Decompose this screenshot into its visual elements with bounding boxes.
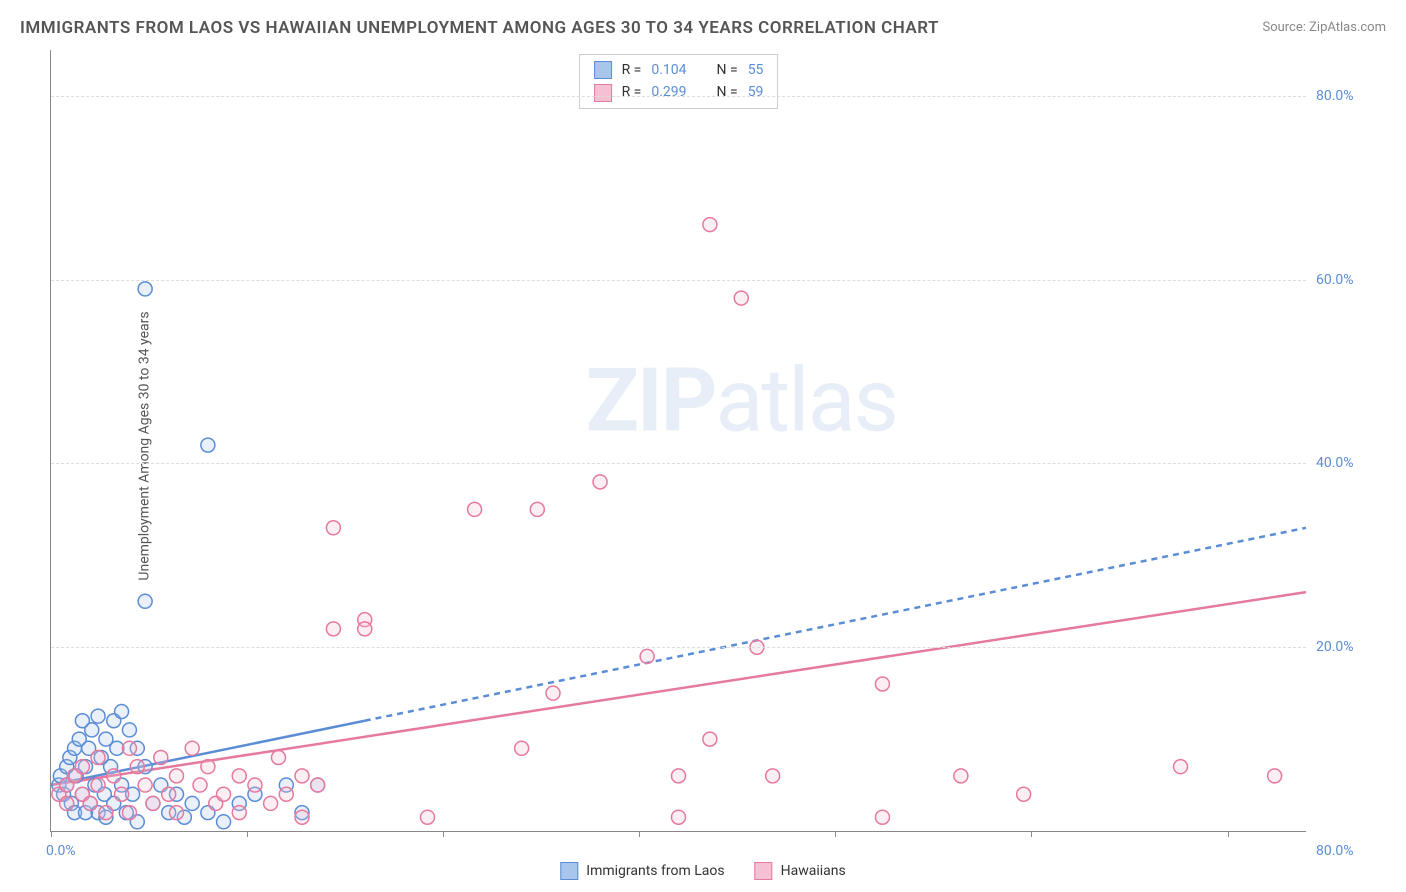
stats-row-series-2: R = 0.299 N = 59 xyxy=(594,81,764,103)
source-prefix: Source: xyxy=(1262,20,1309,35)
n-label-1: N = xyxy=(717,59,738,81)
legend-swatch-2 xyxy=(755,862,773,880)
gridline xyxy=(51,647,1306,648)
legend-item-1: Immigrants from Laos xyxy=(560,862,724,880)
y-tick-label: 20.0% xyxy=(1316,639,1376,655)
legend-label-1: Immigrants from Laos xyxy=(586,863,724,879)
source-name: ZipAtlas.com xyxy=(1309,20,1386,35)
x-tick xyxy=(1228,831,1229,837)
n-value-1: 55 xyxy=(748,59,764,81)
gridline xyxy=(51,280,1306,281)
legend-item-2: Hawaiians xyxy=(755,862,846,880)
gridline xyxy=(51,463,1306,464)
bottom-legend: Immigrants from Laos Hawaiians xyxy=(560,862,845,880)
x-tick xyxy=(443,831,444,837)
x-tick xyxy=(835,831,836,837)
source-attribution: Source: ZipAtlas.com xyxy=(1262,20,1386,35)
gridline xyxy=(51,96,1306,97)
swatch-series-1 xyxy=(594,61,612,79)
chart-title: IMMIGRANTS FROM LAOS VS HAWAIIAN UNEMPLO… xyxy=(20,18,939,38)
swatch-series-2 xyxy=(594,84,612,102)
r-label-1: R = xyxy=(622,59,642,81)
n-value-2: 59 xyxy=(748,81,764,103)
x-tick xyxy=(1031,831,1032,837)
n-label-2: N = xyxy=(717,81,738,103)
r-value-1: 0.104 xyxy=(651,59,686,81)
legend-label-2: Hawaiians xyxy=(781,863,846,879)
chart-plot-area: R = 0.104 N = 55 R = 0.299 N = 59 ZIPatl… xyxy=(50,50,1306,832)
y-tick-label: 80.0% xyxy=(1316,88,1376,104)
x-tick xyxy=(51,831,52,837)
x-tick xyxy=(639,831,640,837)
legend-swatch-1 xyxy=(560,862,578,880)
x-axis-min-label: 0.0% xyxy=(46,843,76,859)
y-tick-label: 60.0% xyxy=(1316,272,1376,288)
stats-row-series-1: R = 0.104 N = 55 xyxy=(594,59,764,81)
r-label-2: R = xyxy=(622,81,642,103)
r-value-2: 0.299 xyxy=(651,81,686,103)
x-axis-max-label: 80.0% xyxy=(1316,843,1376,859)
correlation-stats-box: R = 0.104 N = 55 R = 0.299 N = 59 xyxy=(579,54,779,109)
y-tick-label: 40.0% xyxy=(1316,455,1376,471)
scatter-plot-svg xyxy=(51,50,1306,831)
x-tick xyxy=(247,831,248,837)
